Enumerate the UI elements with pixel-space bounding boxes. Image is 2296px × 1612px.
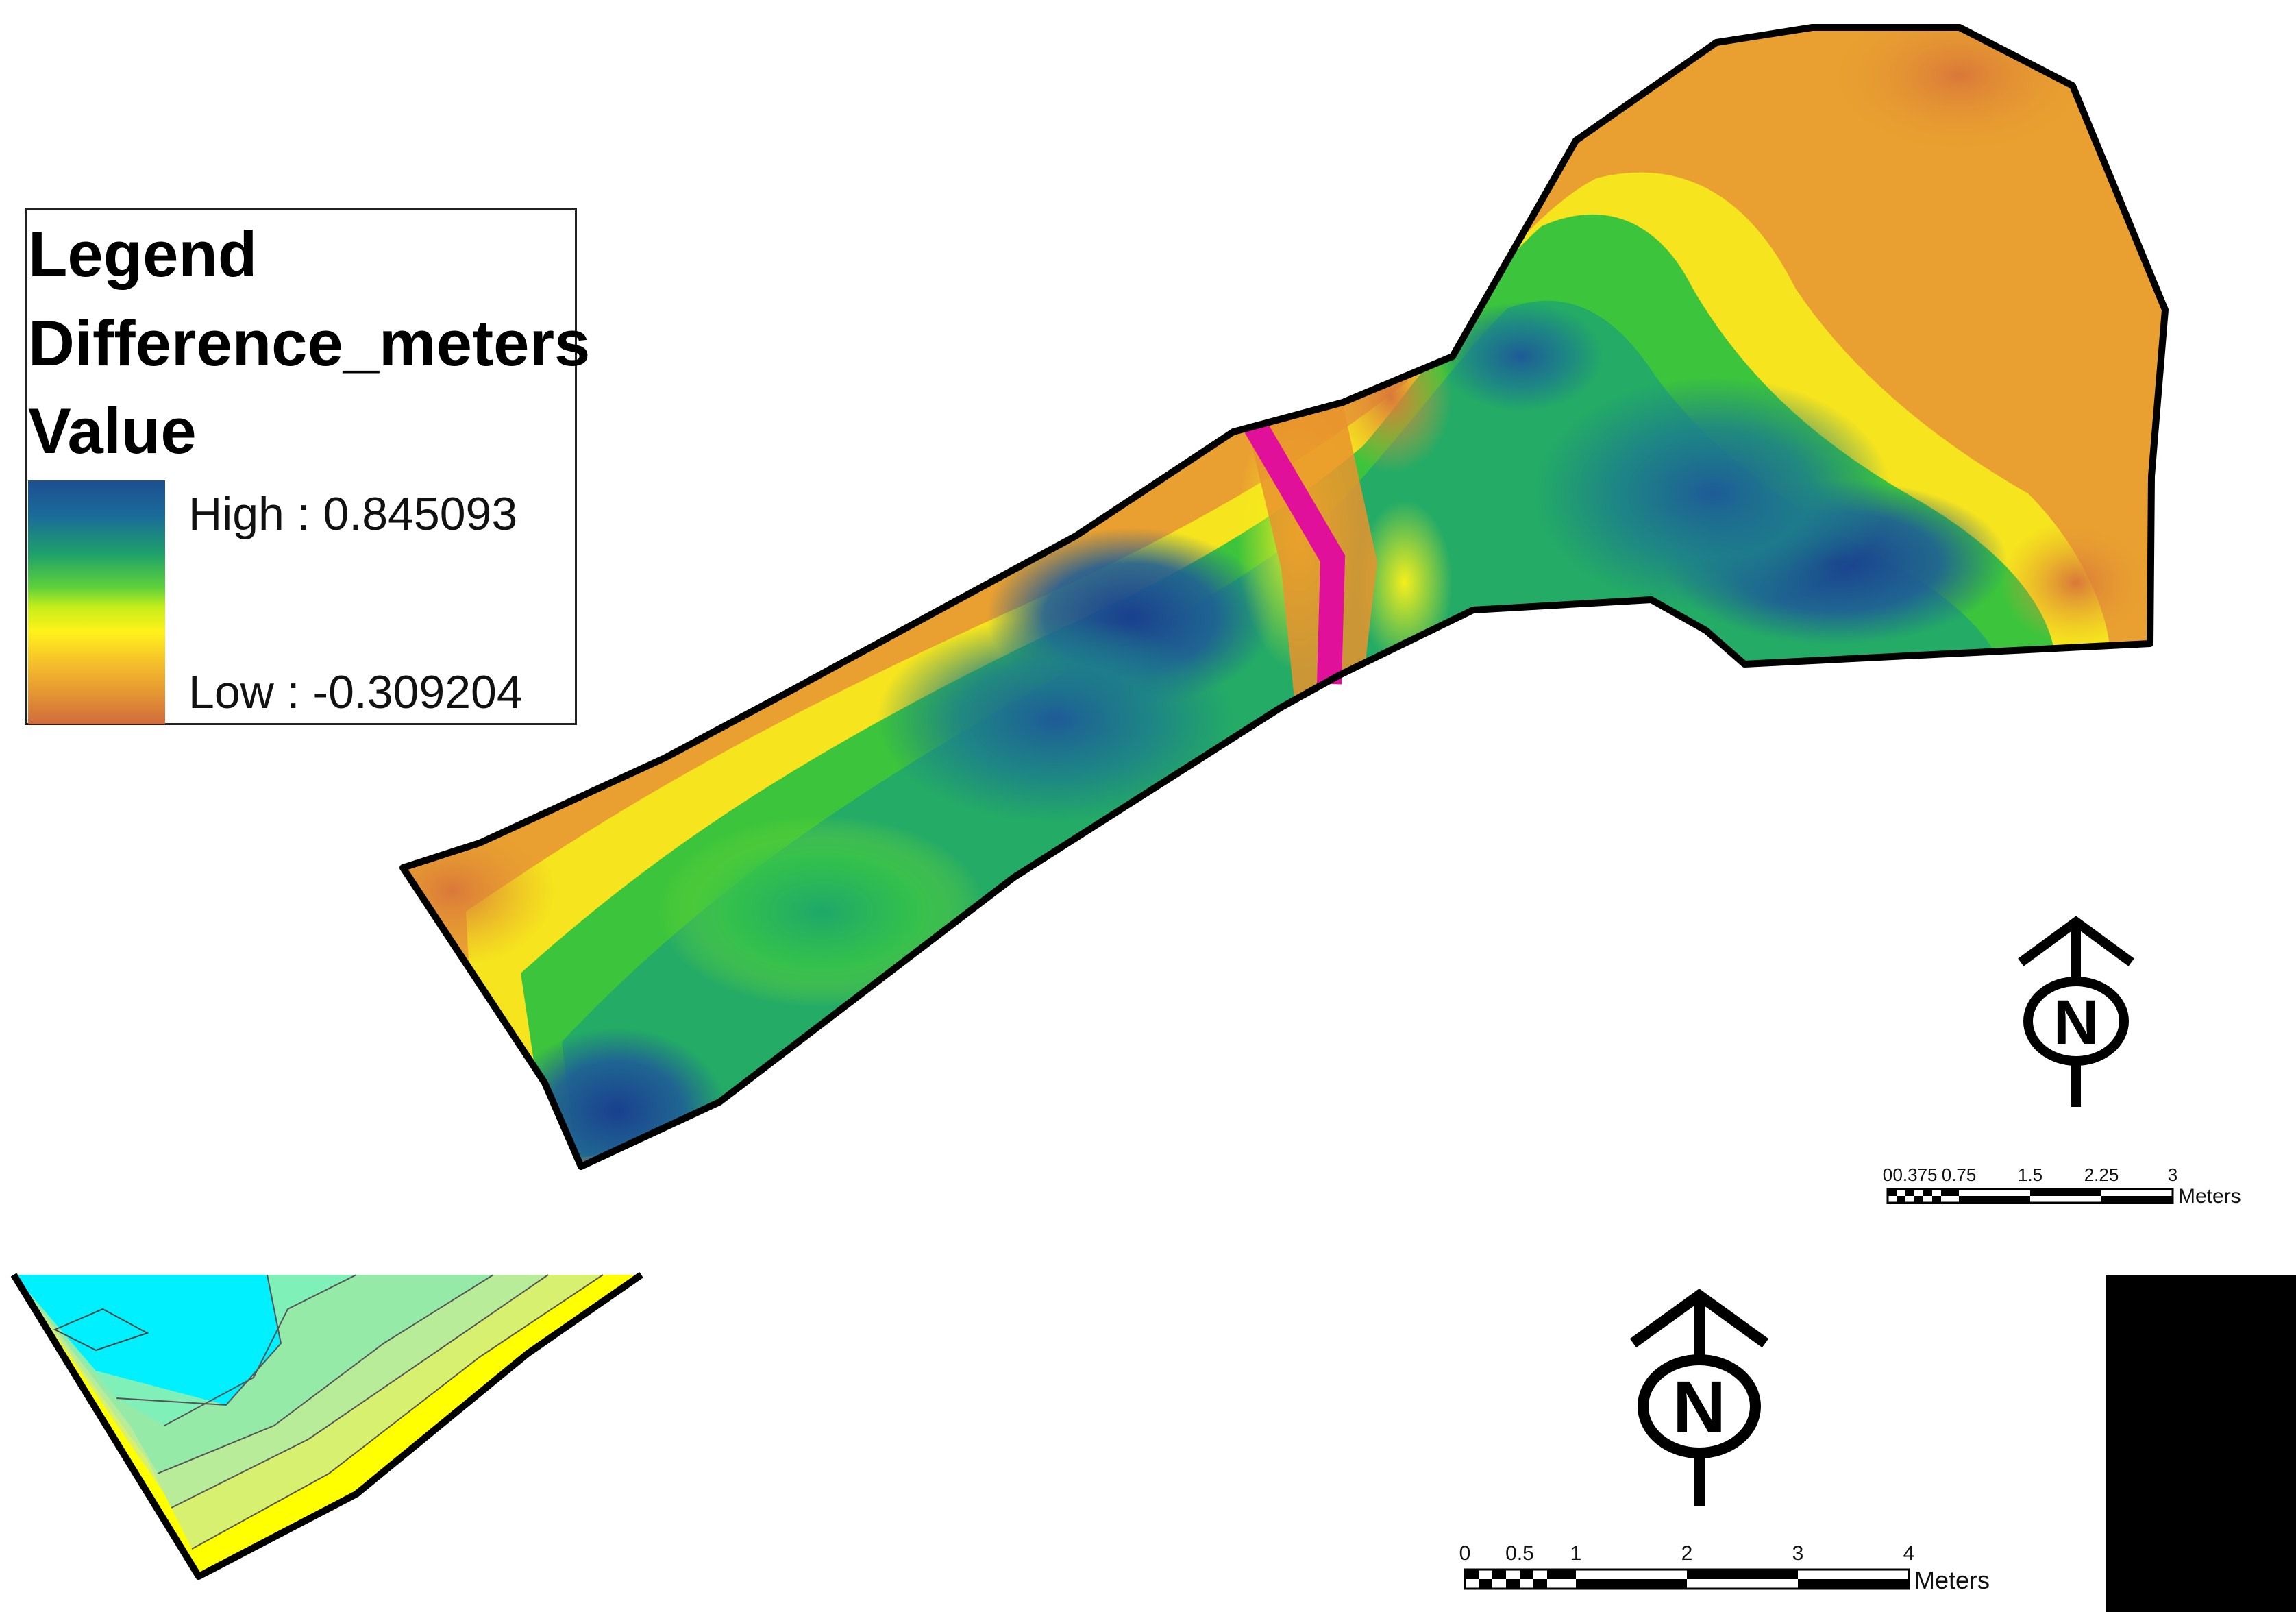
scale-unit-label: Meters	[1914, 1566, 1990, 1594]
north-arrow-icon: N	[2018, 916, 2134, 1107]
cross-section-line	[1244, 419, 1346, 685]
scale-tick-label: 0.75	[1942, 1164, 1977, 1185]
scale-tick-label: 2	[1681, 1542, 1693, 1565]
scale-tick-label: 0	[1459, 1542, 1471, 1565]
scale-tick-label: 2.25	[2084, 1164, 2119, 1185]
north-arrow-icon: N	[1629, 1289, 1769, 1506]
legend-low-label: Low : -0.309204	[188, 666, 523, 718]
legend-color-ramp	[28, 480, 165, 724]
scale-unit-label: Meters	[2178, 1185, 2241, 1208]
legend-title: Legend	[28, 218, 258, 290]
scale-tick-label: 1	[1570, 1542, 1582, 1565]
scale-tick-label: 0.5	[1505, 1542, 1534, 1565]
legend-box: Legend Difference_meters Value High : 0.…	[25, 208, 590, 725]
scale-tick-label: 3	[1792, 1542, 1804, 1565]
scale-bar-bottom: 0 0.5 1 2 3 4 Meters	[1459, 1542, 1990, 1594]
legend-field-name: Value	[28, 395, 197, 467]
scale-tick-label: 1.5	[2018, 1164, 2042, 1185]
scale-tick-label: 0.375	[1892, 1164, 1937, 1185]
north-arrow-letter: N	[1672, 1365, 1726, 1448]
legend-layer-name: Difference_meters	[28, 307, 591, 379]
scale-tick-label: 3	[2168, 1164, 2177, 1185]
legend-high-label: High : 0.845093	[188, 488, 518, 540]
north-arrow-letter: N	[2053, 988, 2099, 1058]
difference-raster	[403, 27, 2165, 1167]
scale-tick-label: 0	[1883, 1164, 1892, 1185]
scale-tick-label: 4	[1903, 1542, 1915, 1565]
scale-bar-top: 0 0.375 0.75 1.5 2.25 3 Meters	[1883, 1164, 2241, 1208]
black-panel	[2106, 1275, 2296, 1612]
study-area-outline	[399, 24, 2169, 1170]
contour-map-fragment	[10, 1271, 643, 1580]
